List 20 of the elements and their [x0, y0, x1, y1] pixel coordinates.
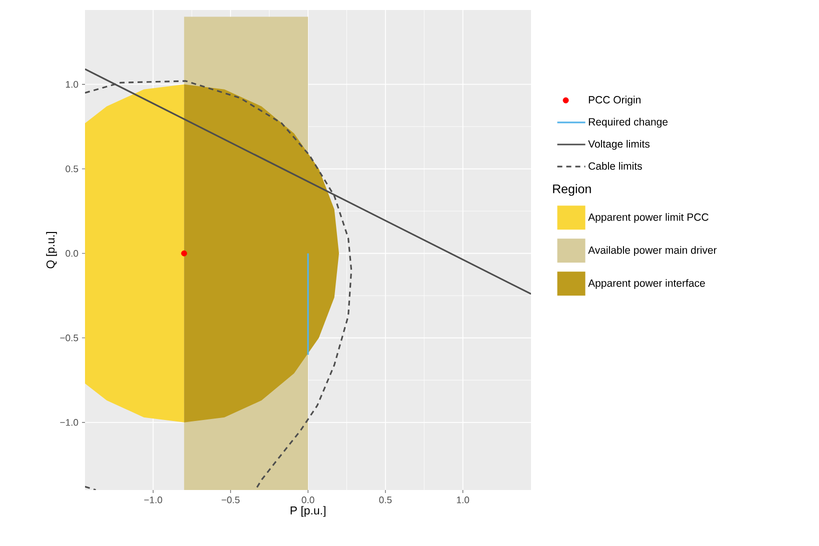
legend-label: Cable limits: [588, 162, 642, 170]
y-tick-label: −1.0: [60, 419, 78, 426]
legend-label: Voltage limits: [588, 140, 650, 150]
x-tick-label: 1.0: [456, 496, 470, 504]
legend-label: PCC Origin: [588, 96, 640, 106]
y-tick-label: −0.5: [60, 334, 78, 342]
y-tick-label: 0.5: [66, 165, 78, 172]
y-axis-title: Q [p.u.]: [46, 232, 57, 268]
x-tick-label: 0.5: [379, 496, 392, 504]
x-tick-label: 0.0: [302, 496, 314, 504]
legend-label: Available power main driver: [588, 246, 717, 256]
legend-label: Required change: [588, 118, 668, 128]
x-axis-title: P [p.u.]: [290, 506, 326, 517]
x-tick-label: −0.5: [222, 496, 240, 504]
x-tick-label: −1.0: [144, 496, 162, 504]
y-tick-label: 0.0: [66, 250, 78, 257]
legend-label: Apparent power interface: [588, 279, 705, 289]
y-tick-label: 1.0: [66, 80, 78, 88]
legend-title: Region: [553, 184, 591, 196]
legend-label: Apparent power limit PCC: [588, 213, 708, 223]
